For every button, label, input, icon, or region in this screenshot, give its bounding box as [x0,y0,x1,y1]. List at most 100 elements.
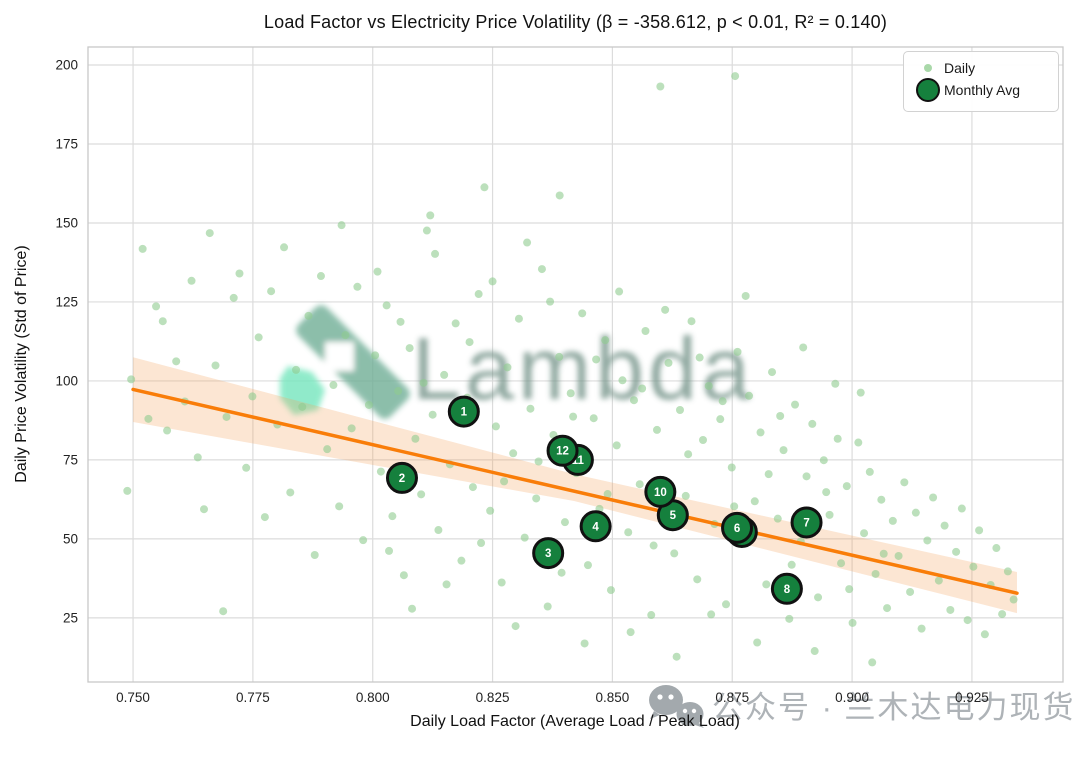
daily-point [681,491,690,500]
daily-point [172,357,181,366]
daily-point [606,586,615,595]
wechat-bubble-large [649,685,683,715]
daily-point [888,516,897,525]
y-tick-label: 100 [55,373,78,388]
daily-point [652,425,661,434]
daily-point [969,562,978,571]
regression-line [131,387,1019,595]
monthly-marker [721,511,754,544]
monthly-point-7: 7 [790,506,823,539]
lambda-watermark: Lambda [280,305,750,419]
x-tick-label: 0.850 [596,690,630,705]
daily-point [260,513,269,522]
daily-point [534,457,543,466]
monthly-point-1: 1 [447,395,480,428]
daily-point [457,556,466,565]
daily-point [940,521,949,530]
daily-point [566,389,575,398]
daily-point [675,405,684,414]
daily-point [280,243,289,252]
daily-point [860,529,869,538]
daily-point [879,549,888,558]
tick-labels: 0.750 0.775 0.800 0.825 0.850 0.875 0.900 0.925… [55,58,988,705]
daily-point [431,249,440,258]
daily-point [298,402,307,411]
daily-point [773,514,782,523]
daily-point [946,605,955,614]
daily-point [543,602,552,611]
lambda-logo-hexagon [280,366,325,415]
monthly-marker [770,572,803,605]
wechat-bubble-small [676,702,704,726]
daily-point [883,604,892,613]
daily-point [376,467,385,476]
monthly-point-5: 5 [656,499,689,532]
daily-point [480,183,489,192]
daily-point [546,297,555,306]
daily-point [687,317,696,326]
daily-point [254,333,263,342]
daily-point [750,497,759,506]
daily-point [144,414,153,423]
daily-point [1009,595,1018,604]
daily-point [426,211,435,220]
daily-point [503,363,512,372]
daily-point [649,541,658,550]
daily-point [555,191,564,200]
monthly-number: 4 [592,521,599,533]
daily-point [127,375,136,384]
daily-point [465,338,474,347]
daily-point [396,317,405,326]
daily-point [497,578,506,587]
daily-point [785,614,794,623]
daily-point [329,381,338,390]
daily-point [791,400,800,409]
daily-point [868,658,877,667]
x-tick-label: 0.775 [236,690,270,705]
daily-point [442,580,451,589]
monthly-number: 8 [784,584,791,596]
x-tick-label: 0.875 [715,690,749,705]
daily-point [229,293,238,302]
daily-point [219,607,228,616]
daily-point [304,311,313,320]
daily-point [871,569,880,578]
daily-point [158,317,167,326]
daily-point [419,378,428,387]
daily-point [235,269,244,278]
daily-point [753,638,762,647]
daily-point [405,344,414,353]
daily-point [693,575,702,584]
daily-point [635,480,644,489]
daily-point [514,314,523,323]
daily-point [626,628,635,637]
legend-daily-label: Daily [944,60,976,76]
daily-point [845,585,854,594]
daily-point [848,618,857,627]
monthly-points: 123478965111012 [385,395,823,605]
monthly-point-3: 3 [532,537,565,570]
daily-point [819,456,828,465]
daily-point [123,486,132,495]
daily-point [242,463,251,472]
daily-point [776,411,785,420]
wechat-bubble-large-tail [650,711,660,719]
x-axis-label: Daily Load Factor (Average Load / Peak L… [410,713,740,730]
daily-point [624,528,633,537]
daily-point [578,309,587,318]
daily-point [477,538,486,547]
daily-point [787,560,796,569]
daily-point [618,376,627,385]
daily-point [371,351,380,360]
daily-marker-icon [912,64,944,72]
daily-point [417,490,426,499]
daily-point [661,305,670,314]
daily-point [337,221,346,230]
daily-point [656,82,665,91]
daily-point [831,379,840,388]
daily-point [222,412,231,421]
y-tick-label: 175 [55,136,78,151]
monthly-number: 5 [670,510,677,522]
daily-point [451,319,460,328]
daily-point [733,347,742,356]
